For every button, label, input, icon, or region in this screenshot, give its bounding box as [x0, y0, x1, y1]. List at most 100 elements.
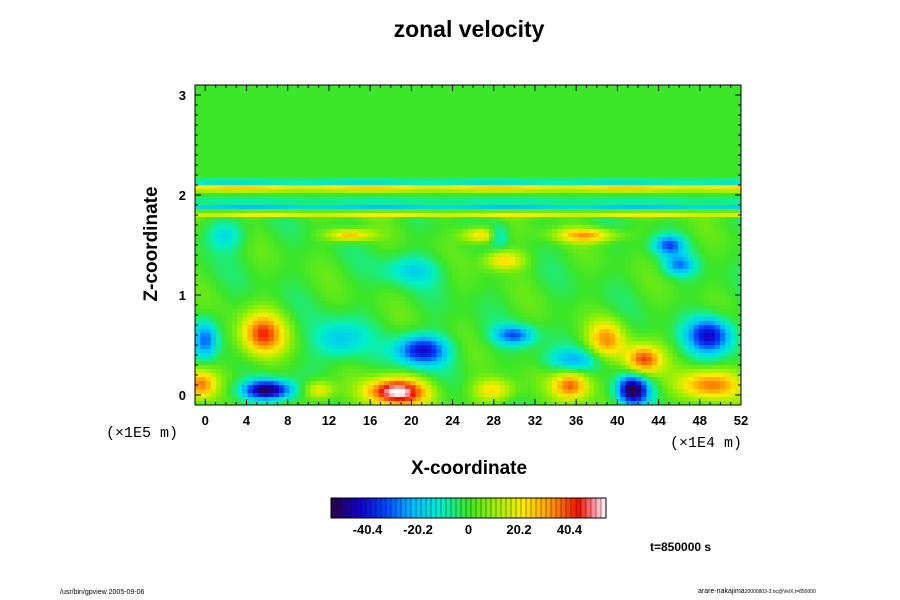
heatmap-cell: [730, 253, 737, 258]
heatmap-cell: [525, 197, 532, 202]
heatmap-cell: [552, 85, 558, 90]
heatmap-cell: [714, 189, 721, 194]
heatmap-cell: [247, 225, 254, 230]
heatmap-cell: [683, 153, 690, 158]
heatmap-cell: [268, 189, 275, 194]
heatmap-cell: [672, 133, 679, 138]
heatmap-cell: [609, 209, 616, 214]
heatmap-cell: [221, 217, 228, 222]
heatmap-cell: [657, 109, 663, 114]
heatmap-cell: [363, 93, 369, 98]
heatmap-cell: [720, 217, 726, 222]
heatmap-cell: [279, 105, 285, 110]
heatmap-cell: [515, 173, 522, 178]
heatmap-cell: [609, 141, 616, 146]
heatmap-cell: [326, 201, 333, 206]
heatmap-cell: [730, 169, 737, 174]
heatmap-cell: [515, 261, 522, 266]
heatmap-cell: [573, 149, 579, 154]
heatmap-cell: [651, 229, 658, 234]
heatmap-cell: [630, 97, 637, 102]
heatmap-cell: [384, 209, 390, 214]
heatmap-cell: [478, 105, 485, 110]
heatmap-cell: [546, 181, 553, 186]
heatmap-cell: [363, 197, 369, 202]
heatmap-cell: [305, 257, 312, 262]
heatmap-cell: [557, 93, 564, 98]
heatmap-cell: [195, 149, 201, 154]
heatmap-cell: [672, 129, 679, 134]
heatmap-cell: [651, 165, 658, 170]
heatmap-cell: [200, 165, 207, 170]
heatmap-cell: [704, 241, 711, 246]
heatmap-cell: [410, 85, 417, 90]
heatmap-cell: [489, 93, 495, 98]
heatmap-cell: [378, 197, 385, 202]
heatmap-cell: [646, 113, 653, 118]
heatmap-cell: [714, 257, 721, 262]
heatmap-cell: [672, 185, 679, 190]
heatmap-cell: [399, 153, 406, 158]
heatmap-cell: [693, 245, 700, 250]
heatmap-cell: [436, 261, 443, 266]
heatmap-cell: [331, 253, 338, 258]
heatmap-cell: [231, 273, 238, 278]
heatmap-cell: [683, 201, 690, 206]
heatmap-cell: [531, 253, 537, 258]
heatmap-cell: [641, 201, 648, 206]
heatmap-cell: [494, 241, 501, 246]
heatmap-cell: [562, 193, 569, 198]
heatmap-cell: [210, 253, 217, 258]
heatmap-cell: [441, 173, 448, 178]
heatmap-cell: [342, 113, 348, 118]
heatmap-cell: [384, 145, 390, 150]
heatmap-cell: [678, 257, 684, 262]
heatmap-cell: [357, 109, 364, 114]
heatmap-cell: [394, 129, 401, 134]
heatmap-cell: [457, 217, 464, 222]
heatmap-cell: [373, 157, 380, 162]
heatmap-cell: [436, 145, 443, 150]
heatmap-cell: [389, 269, 396, 274]
heatmap-cell: [483, 129, 490, 134]
heatmap-cell: [273, 261, 280, 266]
heatmap-cell: [709, 145, 716, 150]
heatmap-cell: [331, 185, 338, 190]
heatmap-cell: [667, 273, 674, 278]
heatmap-cell: [704, 129, 711, 134]
heatmap-cell: [315, 193, 322, 198]
heatmap-cell: [641, 185, 648, 190]
heatmap-cell: [730, 205, 737, 210]
heatmap-cell: [310, 117, 317, 122]
heatmap-cell: [394, 197, 401, 202]
heatmap-cell: [305, 133, 312, 138]
heatmap-cell: [457, 89, 464, 94]
heatmap-cell: [242, 237, 249, 242]
heatmap-cell: [415, 193, 422, 198]
heatmap-cell: [688, 149, 695, 154]
heatmap-cell: [457, 93, 464, 98]
heatmap-cell: [210, 129, 217, 134]
heatmap-cell: [546, 265, 553, 270]
heatmap-cell: [331, 177, 338, 182]
heatmap-cell: [714, 133, 721, 138]
heatmap-cell: [205, 269, 212, 274]
heatmap-cell: [730, 229, 737, 234]
heatmap-cell: [541, 185, 548, 190]
heatmap-cell: [342, 101, 348, 106]
heatmap-cell: [720, 165, 726, 170]
heatmap-cell: [573, 165, 579, 170]
heatmap-cell: [284, 157, 291, 162]
heatmap-cell: [541, 217, 548, 222]
heatmap-cell: [294, 181, 301, 186]
heatmap-cell: [720, 237, 726, 242]
heatmap-cell: [363, 273, 369, 278]
heatmap-cell: [630, 229, 637, 234]
heatmap-cell: [273, 245, 280, 250]
heatmap-cell: [646, 185, 653, 190]
heatmap-cell: [363, 201, 369, 206]
heatmap-cell: [489, 117, 495, 122]
heatmap-cell: [636, 137, 642, 142]
heatmap-cell: [583, 137, 590, 142]
heatmap-cell: [651, 265, 658, 270]
